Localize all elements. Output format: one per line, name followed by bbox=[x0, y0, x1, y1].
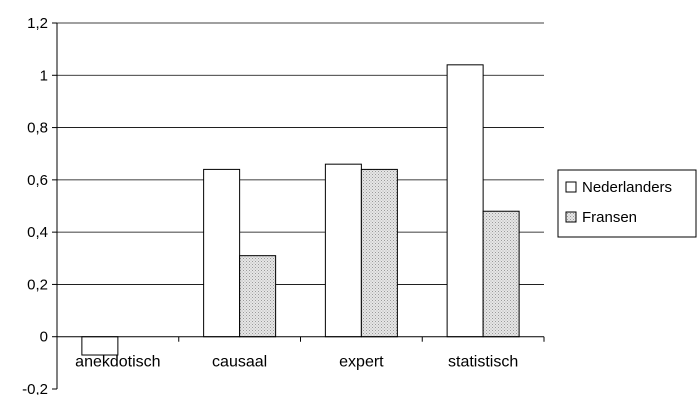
x-tick-label: anekdotisch bbox=[75, 354, 160, 371]
legend: Nederlanders Fransen bbox=[557, 169, 697, 238]
x-axis-labels: anekdotisch causaal expert statistisch bbox=[75, 336, 545, 371]
y-tick-label: 0,2 bbox=[27, 276, 48, 293]
bar-fransen-expert bbox=[360, 168, 398, 338]
bars bbox=[81, 64, 520, 356]
legend-box bbox=[557, 169, 697, 238]
bar-nederlanders-anekdotisch bbox=[81, 336, 119, 356]
y-axis-ticks: -0,2 0 0,2 0,4 0,6 0,8 1 1,2 bbox=[22, 15, 57, 395]
y-tick-label: 0,4 bbox=[27, 224, 48, 241]
x-tick-label: causaal bbox=[212, 354, 267, 371]
bar-nederlanders-causaal bbox=[203, 168, 241, 338]
x-tick-label: statistisch bbox=[448, 354, 518, 371]
y-tick-label: 0,8 bbox=[27, 120, 48, 137]
bar-fransen-statistisch bbox=[482, 210, 520, 338]
y-tick-label: 0 bbox=[40, 329, 48, 346]
bar-nederlanders-expert bbox=[324, 163, 362, 338]
legend-swatch-nederlanders bbox=[565, 181, 577, 193]
y-tick-label: 1,2 bbox=[27, 15, 48, 32]
legend-swatch-fransen bbox=[565, 211, 577, 223]
legend-label-nederlanders: Nederlanders bbox=[582, 179, 672, 196]
y-tick-label: 0,6 bbox=[27, 172, 48, 189]
y-tick-label: 1 bbox=[40, 67, 48, 84]
y-tick-label: -0,2 bbox=[22, 381, 48, 395]
x-tick-label: expert bbox=[339, 354, 384, 371]
bar-nederlanders-statistisch bbox=[446, 64, 484, 338]
bar-fransen-causaal bbox=[239, 255, 277, 338]
legend-label-fransen: Fransen bbox=[582, 209, 637, 226]
